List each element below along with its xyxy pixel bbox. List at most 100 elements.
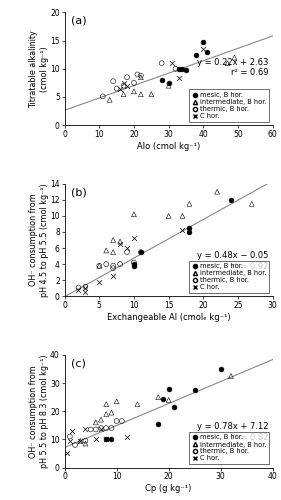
Point xyxy=(159,59,164,67)
Point xyxy=(83,288,88,296)
Point xyxy=(67,432,72,440)
Y-axis label: Titratable alkalinity
(cmol kg⁻¹): Titratable alkalinity (cmol kg⁻¹) xyxy=(29,30,49,108)
Point xyxy=(135,70,140,78)
Point xyxy=(194,50,199,58)
Point xyxy=(232,54,237,62)
Point xyxy=(109,424,114,432)
Text: (a): (a) xyxy=(71,16,87,26)
Point xyxy=(76,284,81,292)
Point xyxy=(166,384,171,392)
Point xyxy=(104,400,108,408)
Point xyxy=(177,74,181,82)
Point xyxy=(139,248,143,256)
Point xyxy=(180,226,185,234)
Point xyxy=(107,96,112,104)
Point xyxy=(121,82,126,90)
Point xyxy=(218,365,223,373)
Point xyxy=(104,424,108,432)
Point xyxy=(125,74,129,82)
Point xyxy=(94,426,98,434)
Point xyxy=(109,408,114,416)
Point xyxy=(120,417,124,425)
Point xyxy=(99,416,103,424)
Point xyxy=(132,88,136,96)
Point xyxy=(250,200,254,208)
Point xyxy=(156,420,160,428)
Text: y = 0.22x + 2.63
r² = 0.69: y = 0.22x + 2.63 r² = 0.69 xyxy=(197,58,268,77)
Point xyxy=(78,437,83,445)
Point xyxy=(180,65,185,73)
Point xyxy=(159,76,164,84)
Point xyxy=(111,236,115,244)
Point xyxy=(111,77,115,85)
Point xyxy=(132,260,136,268)
Point xyxy=(118,238,122,246)
Point xyxy=(166,82,171,90)
X-axis label: Alo (cmol kg⁻¹): Alo (cmol kg⁻¹) xyxy=(137,142,200,151)
Point xyxy=(173,65,178,73)
Point xyxy=(166,79,171,87)
Point xyxy=(229,196,233,204)
Point xyxy=(114,398,119,406)
Point xyxy=(70,427,75,435)
Point xyxy=(78,437,83,445)
X-axis label: Cp (g kg⁻¹): Cp (g kg⁻¹) xyxy=(145,484,192,493)
Point xyxy=(125,82,129,90)
Point xyxy=(67,437,72,445)
Point xyxy=(99,426,103,434)
Point xyxy=(132,79,136,87)
Point xyxy=(65,450,69,458)
Point xyxy=(111,264,115,272)
Point xyxy=(229,372,233,380)
Point xyxy=(125,248,129,256)
Point xyxy=(184,66,188,74)
Point xyxy=(99,424,103,432)
Text: y = 0.78x + 7.12
r² = 0.82: y = 0.78x + 7.12 r² = 0.82 xyxy=(197,422,268,442)
Point xyxy=(83,426,88,434)
X-axis label: Exchangeable Al (cmolₑ kg⁻¹): Exchangeable Al (cmolₑ kg⁻¹) xyxy=(107,313,230,322)
Point xyxy=(101,92,105,100)
Point xyxy=(104,260,108,268)
Point xyxy=(94,436,98,444)
Point xyxy=(76,286,81,294)
Point xyxy=(94,418,98,426)
Point xyxy=(83,440,88,448)
Point xyxy=(135,400,140,408)
Text: y = 0.48x − 0.05
r² = 0.92: y = 0.48x − 0.05 r² = 0.92 xyxy=(197,252,268,270)
Y-axis label: OH⁻ consumption from
pH 4.5 to pH 5.5 (cmol kg⁻¹): OH⁻ consumption from pH 4.5 to pH 5.5 (c… xyxy=(29,183,49,297)
Point xyxy=(205,48,209,56)
Point xyxy=(104,410,108,418)
Point xyxy=(97,278,101,286)
Point xyxy=(161,394,166,402)
Point xyxy=(156,393,160,401)
Point xyxy=(139,90,143,98)
Point xyxy=(104,436,108,444)
Y-axis label: OH⁻ consumption from
pH 5.5 to pH 8.3 (cmol kg⁻¹): OH⁻ consumption from pH 5.5 to pH 8.3 (c… xyxy=(29,354,49,468)
Point xyxy=(97,262,101,270)
Point xyxy=(97,262,101,270)
Point xyxy=(118,260,122,268)
Point xyxy=(73,441,77,449)
Point xyxy=(83,282,88,290)
Point xyxy=(166,212,171,220)
Point xyxy=(118,240,122,248)
Point xyxy=(149,90,153,98)
Point xyxy=(121,90,126,98)
Point xyxy=(114,417,119,425)
Point xyxy=(132,262,136,270)
Point xyxy=(171,403,176,411)
Legend: mesic, B hor., intermediate, B hor., thermic, B hor., C hor.: mesic, B hor., intermediate, B hor., the… xyxy=(189,260,269,293)
Point xyxy=(192,386,197,394)
Point xyxy=(225,59,230,67)
Point xyxy=(166,396,171,404)
Point xyxy=(104,246,108,254)
Point xyxy=(111,248,115,256)
Point xyxy=(201,45,205,53)
Point xyxy=(83,437,88,445)
Point xyxy=(187,200,192,208)
Text: (c): (c) xyxy=(71,358,86,368)
Point xyxy=(170,59,174,67)
Point xyxy=(118,84,122,92)
Legend: mesic, B hor., intermediate, B hor., thermic, B hor., C hor.: mesic, B hor., intermediate, B hor., the… xyxy=(189,432,269,464)
Point xyxy=(177,65,181,73)
